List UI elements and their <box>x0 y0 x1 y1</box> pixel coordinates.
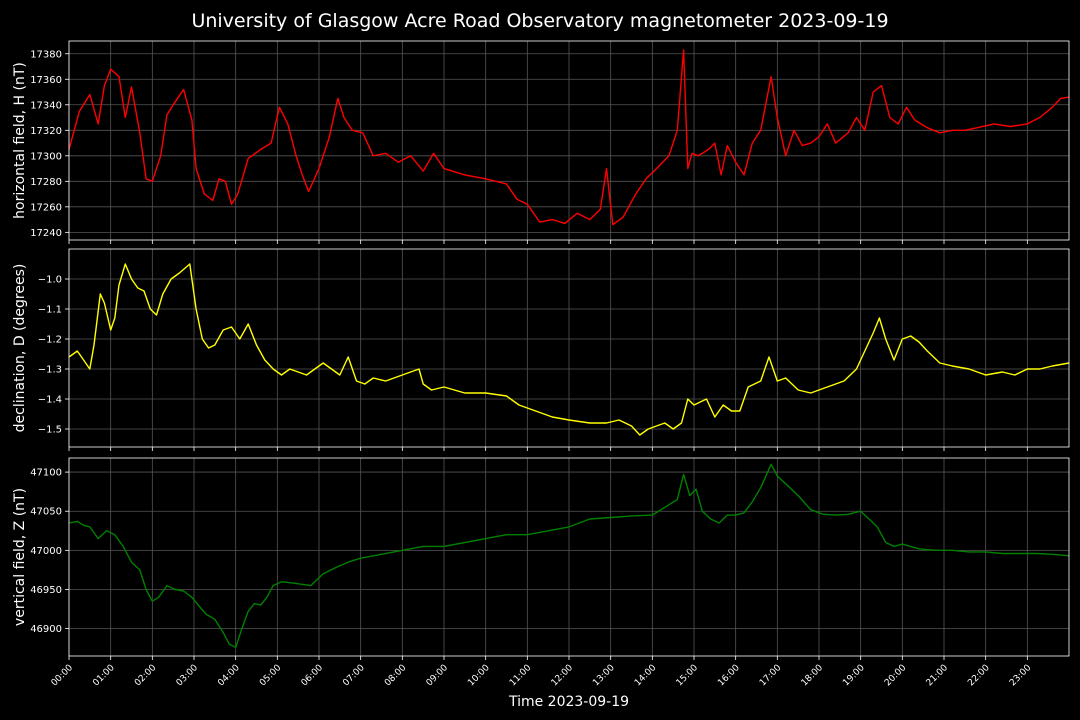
x-tick-label: 00:00 <box>50 663 76 689</box>
y-tick-label: 17320 <box>30 126 62 137</box>
x-tick-label: 02:00 <box>133 663 159 689</box>
x-tick-label: 12:00 <box>550 663 576 689</box>
y-tick-label: 17300 <box>30 151 62 162</box>
x-tick-label: 13:00 <box>591 663 617 689</box>
y-tick-label: 17340 <box>30 100 62 111</box>
y-tick-label: 47000 <box>30 546 62 557</box>
y-axis-label: declination, D (degrees) <box>12 264 28 433</box>
x-tick-label: 17:00 <box>758 663 784 689</box>
x-tick-label: 23:00 <box>1008 663 1034 689</box>
y-tick-label: −1.1 <box>38 305 62 316</box>
y-axis-label: vertical field, Z (nT) <box>12 488 28 626</box>
x-tick-label: 08:00 <box>383 663 409 689</box>
y-tick-label: 17240 <box>30 228 62 239</box>
y-tick-label: −1.4 <box>38 395 62 406</box>
x-tick-label: 16:00 <box>716 663 742 689</box>
x-tick-label: 20:00 <box>883 663 909 689</box>
y-tick-label: 17380 <box>30 49 62 60</box>
y-tick-label: −1.5 <box>38 425 62 436</box>
y-tick-label: −1.2 <box>38 335 62 346</box>
y-tick-label: 17360 <box>30 75 62 86</box>
y-tick-label: −1.3 <box>38 365 62 376</box>
x-tick-label: 09:00 <box>425 663 451 689</box>
x-tick-label: 18:00 <box>800 663 826 689</box>
series-line-1 <box>68 49 1070 226</box>
plot-frame <box>68 40 1070 241</box>
x-tick-label: 19:00 <box>841 663 867 689</box>
chart-title: University of Glasgow Acre Road Observat… <box>191 10 889 32</box>
y-tick-label: 17260 <box>30 202 62 213</box>
x-tick-label: 07:00 <box>341 663 367 689</box>
y-tick-label: 17280 <box>30 177 62 188</box>
y-tick-label: 46950 <box>30 585 62 596</box>
x-tick-label: 22:00 <box>966 663 992 689</box>
x-tick-label: 05:00 <box>258 663 284 689</box>
x-tick-label: 15:00 <box>675 663 701 689</box>
series-line-2 <box>68 263 1070 436</box>
x-tick-label: 06:00 <box>300 663 326 689</box>
x-tick-label: 10:00 <box>466 663 492 689</box>
y-tick-label: 46900 <box>30 624 62 635</box>
x-axis-label: Time 2023-09-19 <box>508 694 629 710</box>
y-tick-label: 47050 <box>30 507 62 518</box>
y-axis-label: horizontal field, H (nT) <box>12 62 28 219</box>
x-tick-label: 03:00 <box>175 663 201 689</box>
x-tick-label: 21:00 <box>925 663 951 689</box>
plot-frame <box>68 248 1070 448</box>
x-tick-label: 04:00 <box>216 663 242 689</box>
plot-frame <box>68 457 1070 657</box>
x-tick-label: 14:00 <box>633 663 659 689</box>
x-tick-label: 11:00 <box>508 663 534 689</box>
y-tick-label: 47100 <box>30 468 62 479</box>
y-tick-label: −1.0 <box>38 275 62 286</box>
series-line-3 <box>68 463 1070 649</box>
x-tick-label: 01:00 <box>91 663 117 689</box>
